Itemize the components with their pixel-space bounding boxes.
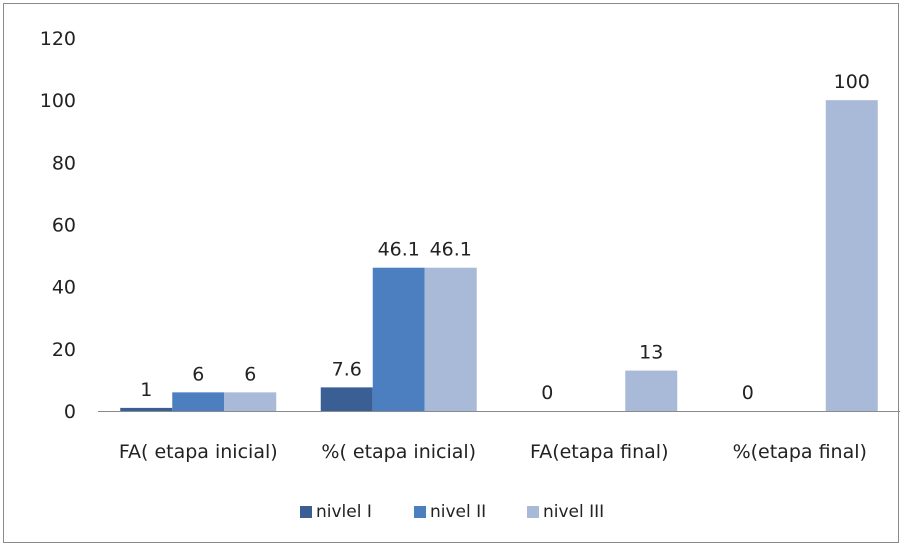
bar xyxy=(320,387,373,411)
data-label: 1 xyxy=(140,379,152,401)
bar xyxy=(172,392,225,411)
y-tick-label: 100 xyxy=(40,90,76,112)
legend-swatch xyxy=(527,506,539,518)
legend-swatch xyxy=(414,506,426,518)
data-labels: 1 6 6 7.6 46.1 46.1 0 13 0 100 xyxy=(140,71,870,404)
y-tick-label: 120 xyxy=(40,28,76,50)
data-label: 100 xyxy=(834,71,870,93)
y-tick-label: 40 xyxy=(52,277,76,299)
y-tick-label: 60 xyxy=(52,215,76,237)
bar xyxy=(372,267,425,411)
data-label: 46.1 xyxy=(378,239,420,261)
category-label: FA(etapa final) xyxy=(530,441,668,463)
y-tick-label: 20 xyxy=(52,339,76,361)
legend-swatch xyxy=(300,506,312,518)
data-label: 6 xyxy=(244,363,256,385)
data-label: 6 xyxy=(192,363,204,385)
legend: nivlel I nivel II nivel III xyxy=(300,502,604,522)
bar xyxy=(625,370,678,411)
data-label: 13 xyxy=(639,342,663,364)
bars xyxy=(120,100,878,412)
data-label: 0 xyxy=(742,382,754,404)
bar xyxy=(424,267,477,411)
y-tick-label: 80 xyxy=(52,152,76,174)
legend-label: nivlel I xyxy=(316,502,372,522)
legend-label: nivel III xyxy=(543,502,604,522)
category-label: FA( etapa inicial) xyxy=(119,441,278,463)
data-label: 46.1 xyxy=(430,239,472,261)
data-label: 0 xyxy=(541,382,553,404)
category-label: %( etapa inicial) xyxy=(321,441,476,463)
bar xyxy=(224,392,277,411)
category-labels: FA( etapa inicial) %( etapa inicial) FA(et… xyxy=(119,441,867,463)
y-tick-label: 0 xyxy=(64,401,76,423)
category-label: %(etapa final) xyxy=(733,441,867,463)
y-axis-ticks: 0 20 40 60 80 100 120 xyxy=(40,28,76,423)
data-label: 7.6 xyxy=(332,358,362,380)
bar xyxy=(825,100,878,412)
legend-label: nivel II xyxy=(430,502,486,522)
bar xyxy=(120,407,173,411)
